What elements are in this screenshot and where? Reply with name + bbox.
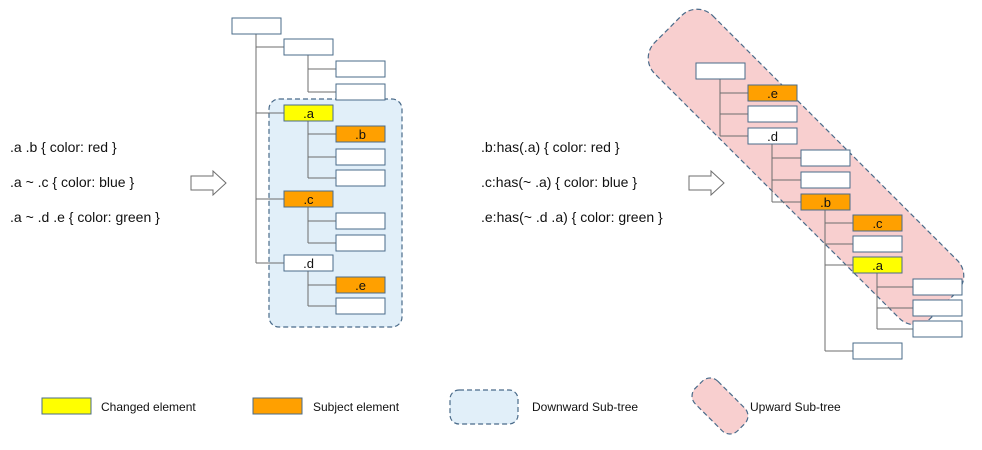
left-node-d bbox=[283, 254, 334, 272]
legend-downward-label: Downward Sub-tree bbox=[532, 400, 639, 414]
left-tree-connectors bbox=[255, 34, 336, 307]
left-tree-nodes bbox=[231, 17, 386, 315]
right-root-node bbox=[695, 62, 746, 80]
left-node bbox=[335, 60, 386, 78]
left-node bbox=[335, 234, 386, 252]
left-node-b bbox=[335, 125, 386, 143]
left-node bbox=[335, 83, 386, 101]
right-node bbox=[912, 278, 963, 296]
left-node-e-label: .e bbox=[355, 278, 366, 293]
left-node-c-label: .c bbox=[303, 192, 314, 207]
left-node-d-label: .d bbox=[303, 256, 314, 271]
left-arrow-icon bbox=[190, 169, 227, 197]
right-node bbox=[747, 105, 798, 123]
right-node-b bbox=[800, 193, 851, 211]
right-rule-2: .c:has(~ .a) { color: blue } bbox=[481, 174, 638, 190]
left-rule-2: .a ~ .c { color: blue } bbox=[10, 174, 135, 190]
right-rule-1: .b:has(.a) { color: red } bbox=[481, 139, 620, 155]
right-node-c bbox=[852, 214, 903, 232]
legend-downward-swatch bbox=[449, 389, 519, 425]
left-node-e bbox=[335, 276, 386, 294]
legend-subject-label: Subject element bbox=[313, 400, 400, 414]
legend-subject-swatch bbox=[252, 397, 303, 415]
left-node bbox=[283, 38, 334, 56]
left-node bbox=[335, 297, 386, 315]
right-node-a bbox=[852, 256, 903, 274]
left-rule-3: .a ~ .d .e { color: green } bbox=[10, 209, 160, 225]
left-node-a bbox=[283, 104, 334, 122]
left-node bbox=[335, 148, 386, 166]
left-node-a-label: .a bbox=[303, 106, 315, 121]
legend-upward-label: Upward Sub-tree bbox=[750, 400, 841, 414]
right-node-b-label: .b bbox=[820, 195, 831, 210]
right-node-c-label: .c bbox=[872, 216, 883, 231]
legend-changed-label: Changed element bbox=[101, 400, 196, 414]
right-node bbox=[800, 149, 851, 167]
legend-upward-swatch bbox=[691, 377, 749, 435]
left-node bbox=[335, 212, 386, 230]
right-node bbox=[800, 171, 851, 189]
right-node bbox=[912, 320, 963, 338]
left-node bbox=[335, 169, 386, 187]
right-node bbox=[912, 299, 963, 317]
right-tree-nodes bbox=[695, 62, 963, 360]
right-node-a-label: .a bbox=[872, 258, 884, 273]
right-node-e bbox=[747, 84, 798, 102]
right-node-d bbox=[747, 127, 798, 145]
legend-changed-swatch bbox=[41, 397, 92, 415]
left-rule-1: .a .b { color: red } bbox=[10, 139, 117, 155]
right-node-d-label: .d bbox=[767, 129, 778, 144]
right-node bbox=[852, 342, 903, 360]
right-node bbox=[852, 235, 903, 253]
left-node-c bbox=[283, 190, 334, 208]
right-tree-connectors bbox=[719, 79, 913, 352]
right-node-e-label: .e bbox=[767, 86, 778, 101]
left-root-node bbox=[231, 17, 282, 35]
right-rule-3: .e:has(~ .d .a) { color: green } bbox=[481, 209, 663, 225]
right-arrow-icon bbox=[688, 169, 725, 197]
left-node-b-label: .b bbox=[355, 127, 366, 142]
